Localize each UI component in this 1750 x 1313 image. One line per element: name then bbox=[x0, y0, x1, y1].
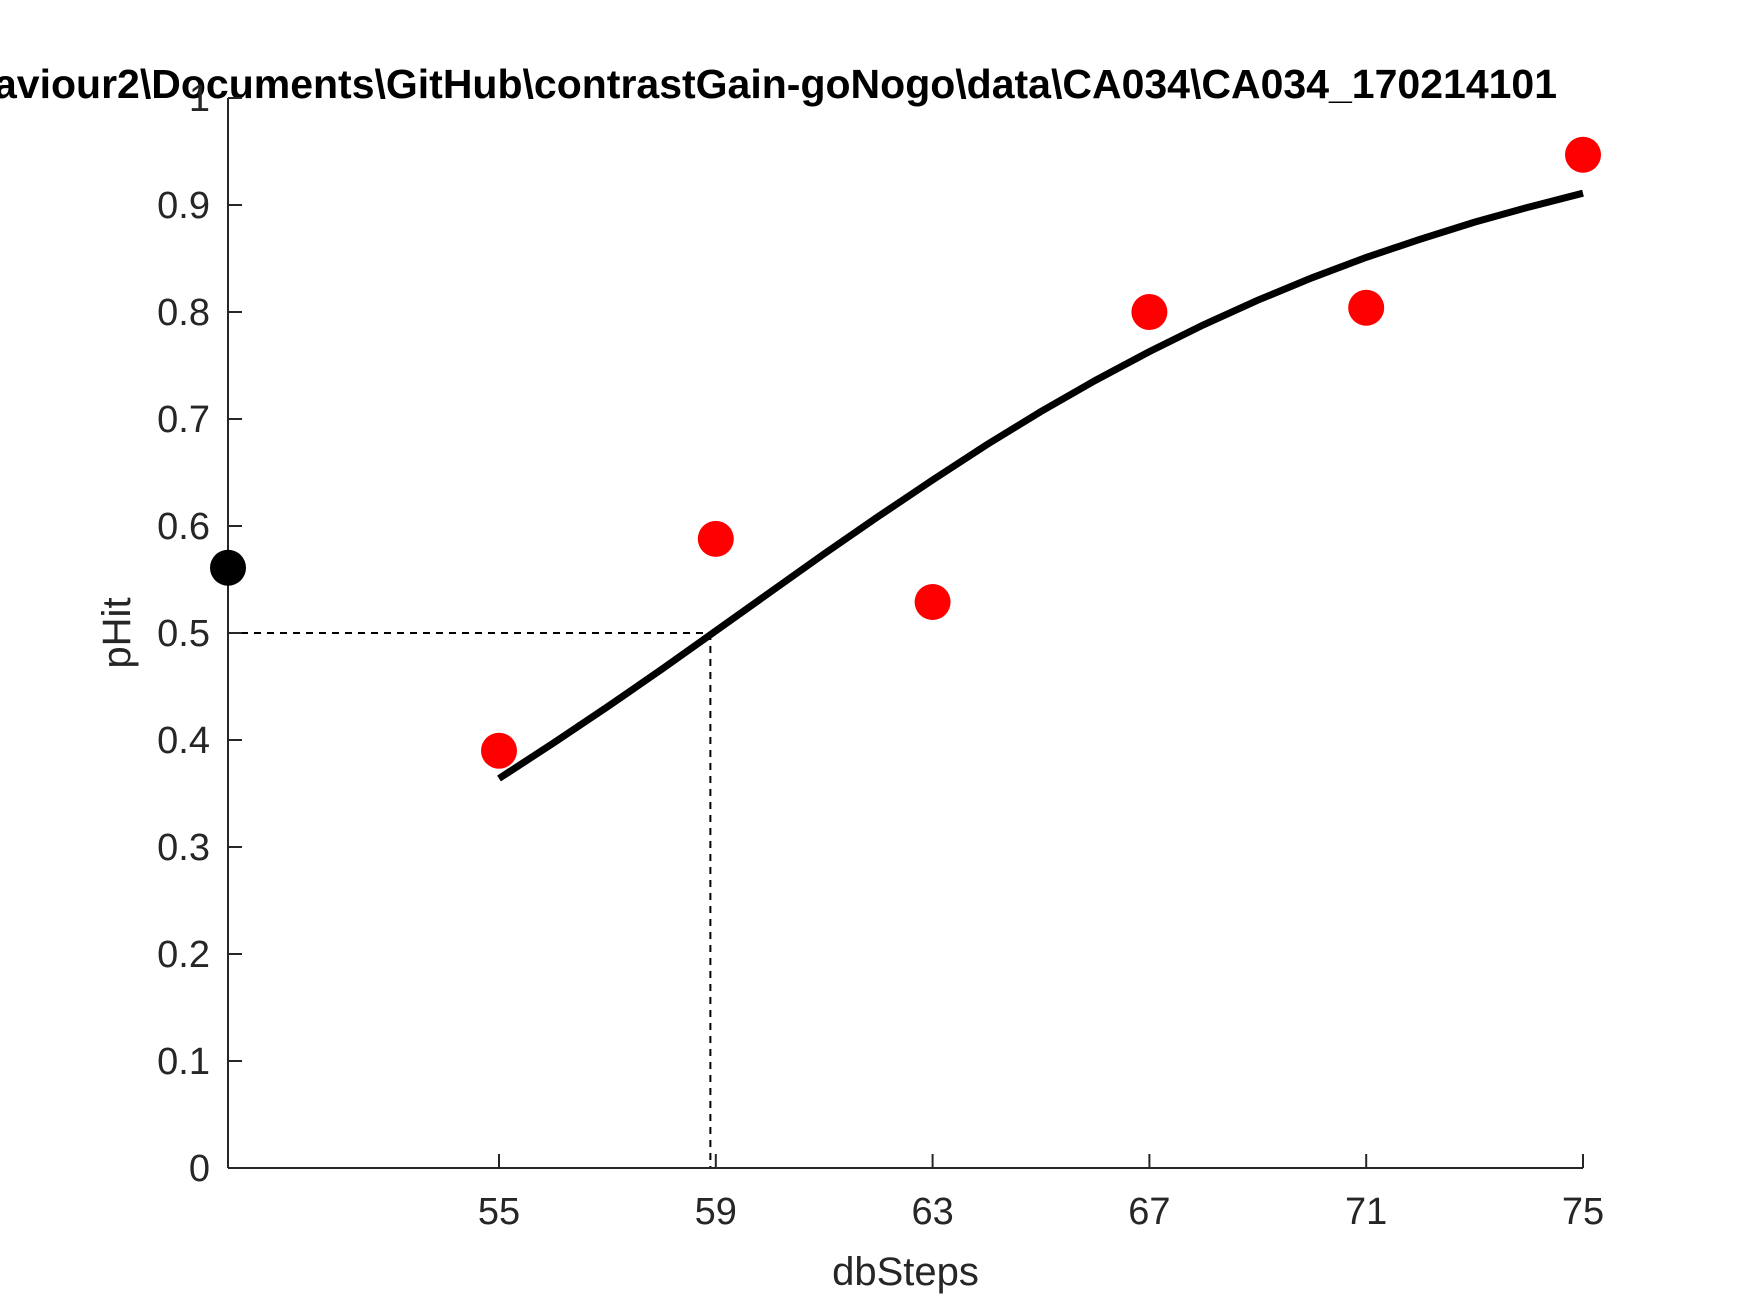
x-ticks: 55 59 63 67 71 75 bbox=[478, 1154, 1604, 1233]
y-tick-label: 0.8 bbox=[157, 292, 210, 334]
x-tick-label: 67 bbox=[1128, 1191, 1170, 1233]
y-tick-label: 0.1 bbox=[157, 1041, 210, 1083]
x-tick-label: 55 bbox=[478, 1191, 520, 1233]
data-point bbox=[697, 520, 734, 557]
fit-curve bbox=[497, 189, 1584, 782]
y-tick-label: 0.3 bbox=[157, 827, 210, 869]
data-point bbox=[1565, 136, 1601, 173]
data-point bbox=[1131, 294, 1168, 330]
y-ticks: 0 0.1 0.2 0.3 0.4 0.5 0.6 0.7 0.8 0.9 1 bbox=[157, 78, 242, 1190]
data-points bbox=[210, 136, 1601, 769]
x-tick-label: 75 bbox=[1562, 1191, 1604, 1233]
axes bbox=[227, 98, 1583, 1169]
x-tick-label: 63 bbox=[911, 1191, 953, 1233]
y-tick-label: 0.9 bbox=[157, 185, 210, 227]
y-axis-label: pHit bbox=[95, 597, 139, 668]
chart-title: aviour2\Documents\GitHub\contrastGain-go… bbox=[0, 61, 1557, 107]
data-point bbox=[1348, 289, 1385, 326]
y-tick-label: 0.6 bbox=[157, 506, 210, 548]
data-point bbox=[210, 549, 246, 586]
x-axis-label: dbSteps bbox=[832, 1250, 979, 1294]
fit-curve-line bbox=[497, 189, 1584, 782]
y-tick-label: 0.2 bbox=[157, 934, 210, 976]
x-tick-label: 71 bbox=[1345, 1191, 1387, 1233]
x-tick-label: 59 bbox=[695, 1191, 737, 1233]
data-point bbox=[914, 583, 951, 620]
data-point bbox=[481, 732, 517, 769]
y-tick-label: 0.7 bbox=[157, 399, 210, 441]
threshold-lines bbox=[228, 632, 712, 1168]
y-tick-label: 0 bbox=[189, 1148, 210, 1190]
y-tick-label: 0.5 bbox=[157, 613, 210, 655]
y-tick-label: 1 bbox=[189, 78, 210, 120]
y-tick-label: 0.4 bbox=[157, 720, 210, 762]
